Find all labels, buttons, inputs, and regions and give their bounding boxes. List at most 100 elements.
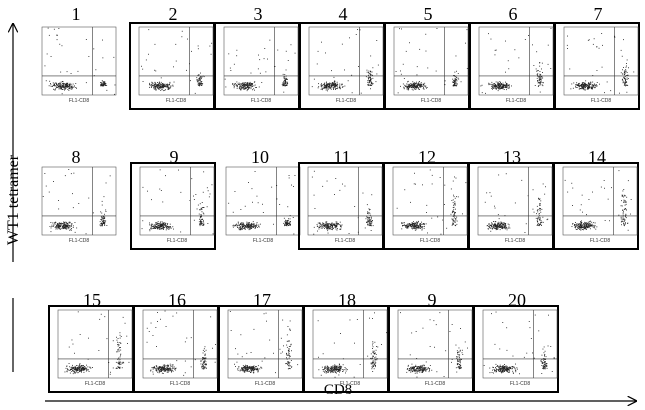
event-dot [212, 233, 214, 235]
event-dot [67, 226, 69, 228]
event-dot [69, 87, 71, 88]
event-dot [289, 215, 291, 216]
event-dot [229, 311, 231, 312]
event-dot [458, 347, 460, 349]
event-dot [249, 226, 251, 228]
event-dot [329, 88, 331, 90]
event-dot [156, 83, 158, 85]
event-dot [437, 216, 439, 218]
event-dot [504, 224, 506, 226]
event-dot [536, 51, 538, 53]
event-dot [418, 368, 420, 370]
event-dot [166, 225, 167, 227]
event-dot [367, 224, 369, 225]
event-dot [453, 220, 455, 222]
event-dot [324, 371, 326, 373]
event-dot [406, 226, 408, 228]
event-dot [495, 224, 497, 225]
event-dot [288, 175, 290, 176]
event-dot [593, 86, 595, 88]
event-dot [500, 223, 502, 225]
event-dot [376, 358, 378, 359]
event-dot [164, 226, 165, 228]
event-dot [248, 87, 250, 89]
event-dot [494, 207, 496, 209]
event-dot [457, 196, 459, 198]
event-dot [169, 87, 171, 89]
event-dot [329, 228, 331, 229]
event-dot [459, 357, 460, 359]
event-dot [56, 224, 58, 226]
event-dot [62, 86, 64, 88]
event-dot [356, 319, 358, 320]
event-dot [153, 226, 155, 227]
event-dot [159, 169, 161, 171]
event-dot [621, 224, 622, 226]
event-dot [455, 78, 457, 80]
event-dot [421, 228, 423, 230]
event-dot [172, 226, 174, 228]
event-dot [587, 88, 588, 89]
event-dot [455, 225, 457, 227]
event-dot [541, 68, 542, 70]
event-dot [403, 224, 405, 226]
event-dot [244, 227, 246, 229]
event-dot [326, 368, 327, 370]
event-dot [413, 221, 414, 223]
event-dot [341, 43, 343, 45]
event-dot [625, 213, 627, 215]
event-dot [287, 364, 288, 366]
event-dot [508, 86, 510, 88]
event-dot [288, 365, 290, 367]
event-dot [80, 366, 82, 368]
event-dot [423, 366, 425, 368]
event-dot [74, 352, 75, 354]
event-dot [579, 85, 581, 87]
event-dot [70, 73, 72, 74]
event-dot [625, 81, 627, 83]
event-dot [368, 224, 370, 226]
event-dot [370, 358, 372, 359]
event-dot [157, 86, 159, 88]
event-dot [239, 83, 241, 85]
event-dot [62, 89, 64, 90]
event-dot [161, 226, 163, 228]
event-dot [251, 228, 253, 229]
event-dot [620, 218, 622, 220]
event-dot [500, 226, 502, 228]
event-dot [354, 342, 355, 344]
event-dot [330, 366, 332, 368]
event-dot [106, 225, 108, 226]
event-dot [160, 86, 162, 88]
event-dot [328, 83, 330, 85]
event-dot [333, 87, 334, 89]
event-dot [416, 85, 418, 87]
event-dot [67, 86, 69, 87]
event-dot [539, 215, 541, 217]
event-dot [588, 85, 590, 87]
event-dot [238, 224, 240, 226]
event-dot [57, 34, 58, 36]
panel-border [303, 305, 389, 393]
event-dot [197, 79, 199, 81]
event-dot [246, 87, 248, 88]
event-dot [286, 346, 288, 348]
event-dot [160, 224, 162, 226]
event-dot [333, 82, 334, 84]
event-dot [583, 86, 584, 88]
event-dot [64, 226, 66, 228]
event-dot [338, 366, 340, 367]
panel-number: 7 [594, 4, 603, 24]
event-dot [325, 224, 327, 226]
event-dot [120, 349, 122, 351]
event-dot [368, 72, 370, 74]
event-dot [284, 85, 286, 87]
event-dot [587, 39, 589, 41]
event-dot [340, 370, 341, 372]
event-dot [456, 80, 458, 82]
event-dot [199, 77, 201, 79]
event-dot [335, 228, 337, 230]
event-dot [625, 222, 626, 224]
event-dot [331, 368, 333, 370]
